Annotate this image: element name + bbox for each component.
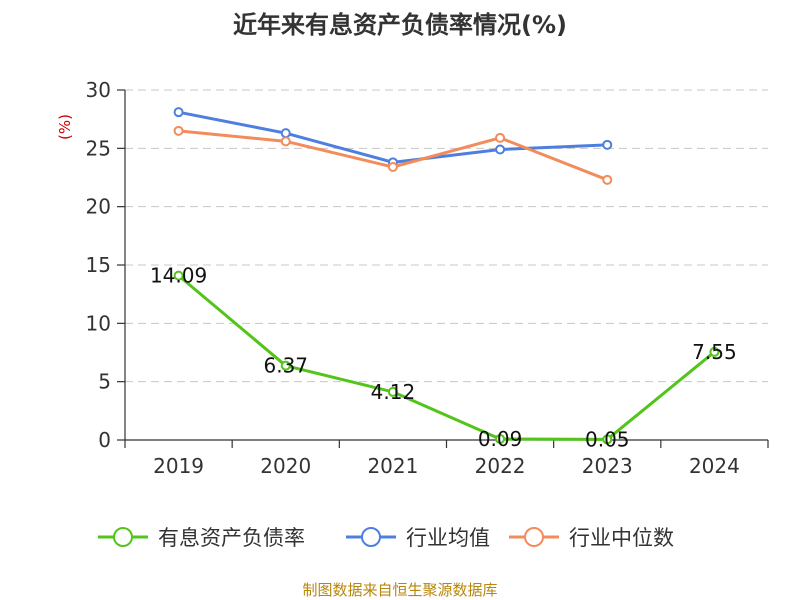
axes: 0 5 10 15 20 25 30 2019 2020 2021 2022 2023 2024 (86, 78, 769, 478)
series-point-0[interactable] (173, 270, 184, 281)
series-point-1[interactable] (173, 107, 184, 118)
data-label: 0.09 (478, 427, 523, 451)
legend-label: 行业均值 (406, 526, 490, 550)
y-tick-label: 15 (86, 253, 111, 277)
y-tick-label: 25 (86, 136, 111, 160)
series-point-1[interactable] (495, 144, 506, 155)
source-note: 制图数据来自恒生聚源数据库 (302, 581, 497, 599)
legend-item-2[interactable]: 行业中位数 (509, 526, 674, 550)
x-tick-label: 2024 (689, 454, 740, 478)
y-tick-label: 10 (86, 311, 111, 335)
series-point-2[interactable] (602, 174, 613, 185)
y-axis-unit: (%) (56, 114, 74, 140)
x-tick-label: 2022 (475, 454, 526, 478)
series-point-0[interactable] (602, 434, 613, 445)
series-point-0[interactable] (280, 360, 291, 371)
data-labels: 14.09 6.37 4.12 0.09 0.05 7.55 (150, 264, 737, 452)
series-point-2[interactable] (495, 132, 506, 143)
series-point-2[interactable] (280, 136, 291, 147)
y-tick-label: 0 (98, 428, 111, 452)
legend-marker (113, 527, 133, 547)
series-point-1[interactable] (602, 139, 613, 150)
series-point-1[interactable] (280, 128, 291, 139)
series-point-0[interactable] (709, 346, 720, 357)
series-point-2[interactable] (387, 162, 398, 172)
series-line-0 (177, 274, 716, 441)
data-label: 0.05 (585, 427, 630, 451)
legend-item-1[interactable]: 行业均值 (346, 526, 490, 550)
x-tick-label: 2023 (582, 454, 633, 478)
data-label: 14.09 (150, 264, 207, 288)
data-label: 6.37 (263, 354, 308, 378)
x-tick-label: 2019 (153, 454, 204, 478)
legend-label: 有息资产负债率 (158, 526, 305, 550)
series-group (173, 107, 720, 445)
series-point-0[interactable] (495, 433, 506, 444)
grid-lines (125, 89, 768, 383)
series-point-0[interactable] (387, 386, 398, 397)
x-tick-label: 2021 (367, 454, 418, 478)
legend-marker (361, 527, 381, 547)
chart-title: 近年来有息资产负债率情况(%) (233, 11, 567, 39)
data-label: 7.55 (692, 340, 737, 364)
y-tick-label: 5 (98, 370, 111, 394)
x-tick-label: 2020 (260, 454, 311, 478)
y-tick-label: 30 (86, 78, 111, 102)
legend-marker (524, 527, 544, 547)
data-label: 4.12 (371, 380, 416, 404)
legend[interactable]: 有息资产负债率 行业均值 行业中位数 (98, 526, 674, 550)
series-line-2 (178, 129, 608, 182)
series-point-2[interactable] (173, 125, 184, 136)
legend-label: 行业中位数 (569, 526, 674, 550)
y-tick-label: 20 (86, 195, 111, 219)
legend-item-0[interactable]: 有息资产负债率 (98, 526, 305, 550)
